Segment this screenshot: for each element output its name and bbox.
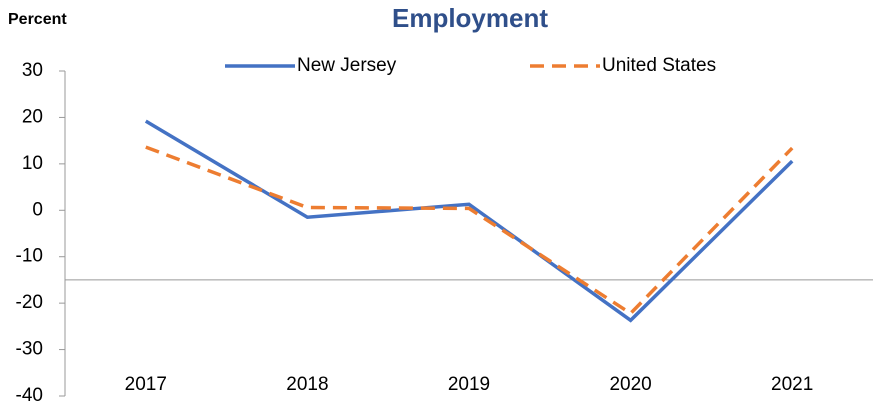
chart-title: Employment [392,3,548,33]
y-tick-label: -30 [16,339,43,360]
x-tick-label: 2019 [448,374,490,395]
x-tick-label: 2018 [286,374,328,395]
y-axis-label: Percent [8,11,67,28]
x-tick-label: 2021 [771,374,813,395]
y-tick-label: 10 [22,153,43,174]
series-line [144,119,794,323]
series-line [145,145,794,316]
y-tick-label: 20 [22,106,43,127]
y-tick-label: -40 [16,385,43,404]
x-tick-label: 2017 [125,374,167,395]
y-tick-label: 30 [22,60,43,81]
y-tick-label: 0 [32,199,43,220]
legend-label: United States [602,55,716,76]
x-tick-label: 2020 [609,374,651,395]
y-tick-label: -20 [16,292,43,313]
legend-label: New Jersey [297,55,397,76]
y-tick-label: -10 [16,246,43,267]
